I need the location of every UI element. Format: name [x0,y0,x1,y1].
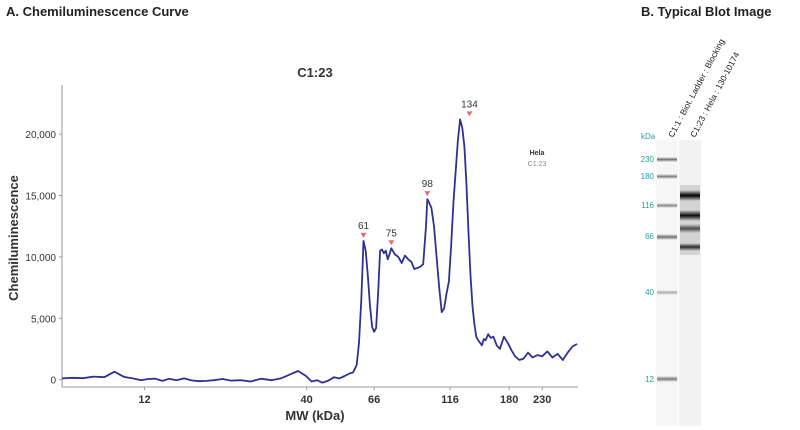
x-axis-label: MW (kDa) [285,408,344,423]
peak-annotation-group: 61 75 98 134 [358,99,478,246]
ladder-band-40 [657,290,677,295]
peak-label: 134 [461,99,478,110]
x-tick-label: 180 [500,394,518,406]
blot-marker-label: 40 [645,288,654,297]
peak-marker [388,240,395,246]
ladder-band-12 [657,376,677,382]
ladder-band-230 [657,157,677,162]
blot-marker-group: 230 180 116 66 40 12 [641,155,655,384]
sample-band-75 [680,224,700,233]
peak-label: 98 [422,179,434,190]
x-tick-label: 40 [301,394,313,406]
peak-label: 61 [358,221,370,232]
y-tick-label: 10,000 [25,253,56,264]
sample-band-group [680,185,700,255]
sample-band-61 [680,243,700,251]
x-tick-group: 12 40 66 116 180 230 [138,387,551,406]
x-tick-label: 116 [441,394,459,406]
ladder-band-116 [657,203,677,208]
blot-marker-label: 116 [641,201,654,210]
y-tick-group: 0 5,000 10,000 15,000 20,000 [25,130,62,387]
sample-lane [679,140,701,426]
y-tick-label: 15,000 [25,191,56,202]
ladder-band-group [657,157,677,382]
blot-marker-label: 230 [641,155,655,164]
peak-label: 75 [386,228,398,239]
y-tick-label: 20,000 [25,130,56,141]
ladder-band-66 [657,234,677,240]
x-tick-label: 12 [138,394,150,406]
y-axis-label: Chemiluminescence [6,175,21,301]
x-tick-label: 66 [368,394,380,406]
panel-b-title: B. Typical Blot Image [641,4,772,19]
sample-band-98 [680,210,700,221]
series-line [61,118,578,384]
peak-marker [466,111,473,117]
legend-entry: C1:23 [528,161,547,168]
panel-a-title: A. Chemiluminescence Curve [6,4,189,19]
chart-title: C1:23 [297,65,332,80]
ladder-lane [656,140,678,426]
sample-band-134 [680,190,700,201]
x-tick-label: 230 [533,394,551,406]
ladder-band-180 [657,174,677,179]
peak-marker [424,191,431,197]
legend-title: Hela [530,150,545,157]
blot-marker-label: 66 [645,232,654,241]
peak-marker [360,232,367,238]
y-tick-label: 0 [50,376,56,387]
y-tick-label: 5,000 [31,314,56,325]
kda-label: kDa [641,132,656,141]
blot-marker-label: 12 [645,375,654,384]
blot-marker-label: 180 [641,172,655,181]
